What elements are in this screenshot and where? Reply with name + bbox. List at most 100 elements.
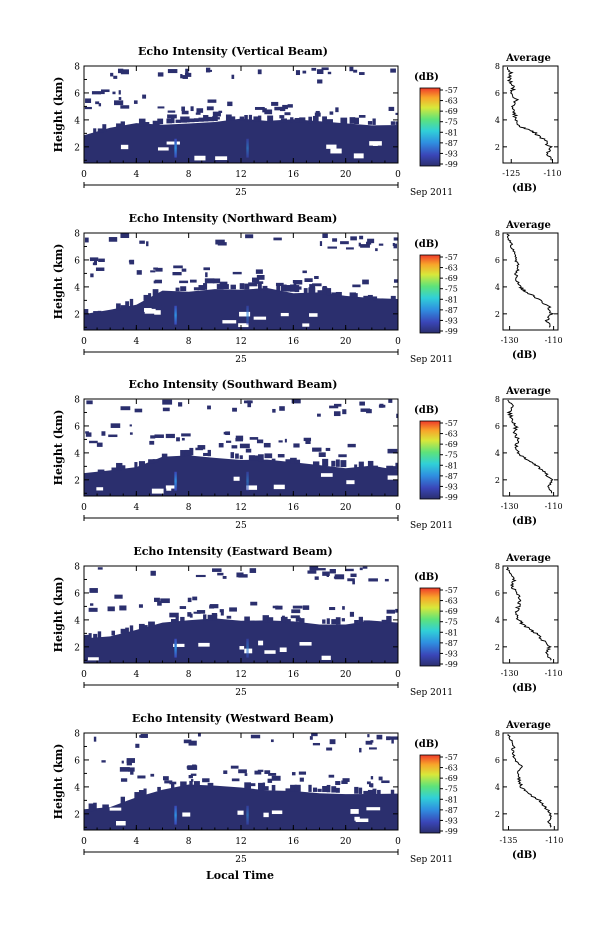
echo-cell	[205, 67, 211, 73]
avg-x-label: (dB)	[512, 183, 537, 194]
colorbar-tick-label: -87	[445, 306, 458, 315]
echo-cell	[360, 408, 371, 412]
panel-4: Echo Intensity (Eastward Beam) 2 4 6 8 Height…	[52, 545, 563, 698]
echo-cell	[84, 237, 89, 243]
echo-cell	[152, 120, 160, 125]
colorbar	[419, 420, 441, 500]
echo-cell	[97, 631, 102, 638]
echo-cell	[340, 241, 349, 245]
echo-cell	[390, 295, 396, 301]
echo-cell	[332, 238, 338, 242]
echo-cell	[268, 772, 277, 776]
echo-cell	[129, 424, 132, 427]
echo-cell	[262, 285, 268, 291]
colorbar-tick-label: -75	[445, 618, 458, 627]
echo-cell	[315, 110, 320, 116]
y-axis-label: Height (km)	[52, 244, 65, 320]
colorbar-tick-label: -57	[445, 586, 458, 595]
y-axis-label: Height (km)	[52, 77, 65, 153]
avg-frame	[502, 732, 559, 831]
echo-cell	[354, 786, 359, 794]
x-tick-label: 0	[81, 670, 87, 680]
x-tick-label: 20	[340, 337, 352, 347]
echo-cell	[169, 781, 177, 785]
echo-cell	[347, 578, 355, 582]
echo-cell	[219, 281, 228, 287]
colorbar-tick-label: -99	[445, 660, 458, 669]
echo-cell	[317, 290, 323, 295]
echo-gap	[154, 310, 161, 315]
echo-cell	[171, 783, 175, 789]
y-tick-label: 4	[74, 116, 80, 126]
echo-cell	[262, 615, 269, 623]
echo-cell	[181, 437, 185, 441]
avg-title: Average	[505, 553, 551, 564]
bright-streak	[174, 638, 177, 658]
echo-cell	[290, 284, 297, 292]
echo-cell	[121, 760, 124, 764]
echo-cell	[372, 788, 377, 795]
echo-cell	[98, 258, 105, 263]
echo-cell	[167, 110, 176, 113]
colorbar-tick-label: -75	[445, 285, 458, 294]
echo-cell	[359, 235, 364, 240]
echo-cell	[246, 400, 252, 403]
echo-gap	[239, 311, 251, 317]
echo-cell	[339, 575, 343, 579]
echo-cell	[231, 778, 240, 782]
echo-cell	[285, 285, 292, 292]
echo-cell	[369, 747, 377, 750]
echo-cell	[90, 603, 94, 606]
avg-x-tick-label: -130	[501, 669, 519, 678]
echo-cell	[279, 107, 286, 112]
echo-cell	[375, 248, 378, 252]
date-day-label: 25	[235, 521, 247, 531]
echo-cell	[298, 771, 307, 775]
colorbar-tick-label: -81	[445, 795, 458, 804]
colorbar-tick-label: -99	[445, 493, 458, 502]
y-tick-label: 6	[74, 589, 80, 599]
echo-cell	[101, 760, 106, 763]
echo-cell	[116, 462, 123, 471]
echo-cell	[218, 443, 224, 448]
echo-cell	[153, 280, 156, 284]
colorbar-tick-label: -81	[445, 295, 458, 304]
echo-cell	[368, 578, 378, 582]
avg-y-tick-label: 8	[495, 229, 500, 238]
echo-cell	[185, 68, 189, 74]
echo-gap	[366, 807, 381, 811]
x-tick-label: 12	[235, 837, 246, 847]
avg-y-tick-label: 8	[495, 395, 500, 404]
echo-cell	[231, 445, 238, 449]
echo-cell	[386, 615, 392, 623]
echo-cell	[279, 406, 285, 411]
echo-cell	[248, 455, 256, 461]
echo-cell	[341, 780, 348, 785]
echo-cell	[393, 279, 398, 283]
echo-cell	[207, 449, 211, 457]
echo-cell	[120, 233, 130, 239]
echo-cell	[290, 457, 297, 464]
x-tick-label: 20	[340, 170, 352, 180]
echo-gap	[157, 147, 169, 151]
echo-cell	[267, 617, 274, 623]
echo-cell	[317, 413, 321, 417]
echo-cell	[249, 783, 256, 787]
echo-cell	[93, 736, 97, 742]
echo-cell	[111, 630, 116, 636]
echo-cell	[138, 790, 144, 798]
echo-cell	[395, 121, 398, 125]
avg-y-tick-label: 8	[495, 562, 500, 571]
echo-cell	[359, 567, 363, 571]
echo-cell	[335, 781, 341, 786]
avg-x-tick-label: -110	[545, 669, 563, 678]
echo-cell	[227, 101, 233, 107]
echo-gap	[215, 156, 228, 161]
colorbar-tick-label: -87	[445, 806, 458, 815]
echo-cell	[157, 106, 165, 109]
colorbar-tick-label: -69	[445, 440, 458, 449]
echo-cell	[192, 596, 198, 601]
x-tick-label: 0	[395, 170, 401, 180]
avg-profile-line	[506, 67, 554, 161]
echo-cell	[128, 767, 135, 772]
